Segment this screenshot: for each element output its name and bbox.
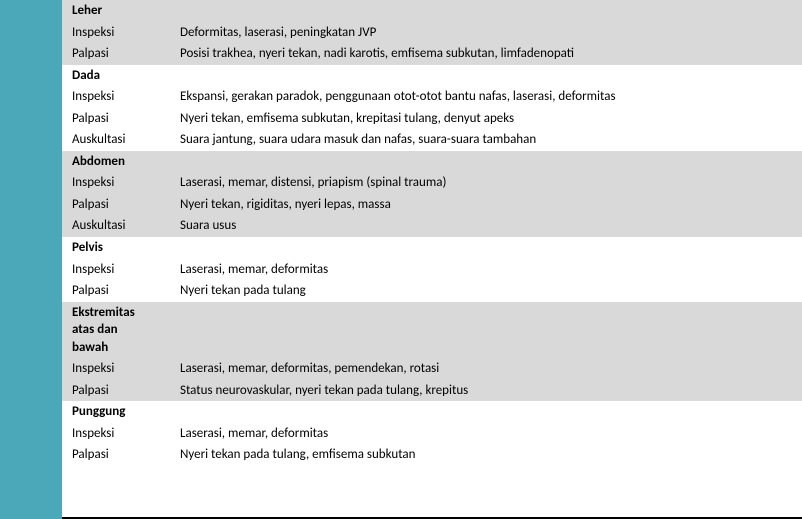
section-title: Punggung: [62, 401, 180, 423]
page: Leher Inspeksi Deformitas, laserasi, pen…: [0, 0, 802, 519]
table-row: Auskultasi Suara jantung, suara udara ma…: [62, 129, 802, 151]
method-label: Inspeksi: [62, 259, 180, 281]
section-title: Ekstremitas atas dan bawah: [62, 302, 180, 359]
table-row: Inspeksi Ekspansi, gerakan paradok, peng…: [62, 86, 802, 108]
table-row: Palpasi Nyeri tekan, rigiditas, nyeri le…: [62, 194, 802, 216]
sidebar-teal-bar: [0, 0, 62, 519]
table-row: Inspeksi Deformitas, laserasi, peningkat…: [62, 22, 802, 44]
section-title: Pelvis: [62, 237, 180, 259]
table-row: Auskultasi Suara usus: [62, 215, 802, 237]
method-findings: Laserasi, memar, deformitas, pemendekan,…: [180, 358, 796, 380]
table-row: Palpasi Nyeri tekan pada tulang, emfisem…: [62, 444, 802, 466]
method-label: Inspeksi: [62, 22, 180, 44]
section-header-leher: Leher: [62, 0, 802, 22]
method-findings: Laserasi, memar, deformitas: [180, 259, 796, 281]
method-label: Auskultasi: [62, 215, 180, 237]
method-findings: Nyeri tekan, emfisema subkutan, krepitas…: [180, 108, 796, 130]
method-label: Palpasi: [62, 280, 180, 302]
method-findings: Deformitas, laserasi, peningkatan JVP: [180, 22, 796, 44]
method-label: Inspeksi: [62, 358, 180, 380]
method-label: Inspeksi: [62, 423, 180, 445]
method-findings: Laserasi, memar, deformitas: [180, 423, 796, 445]
method-label: Palpasi: [62, 380, 180, 402]
method-findings: Status neurovaskular, nyeri tekan pada t…: [180, 380, 796, 402]
method-findings: Nyeri tekan, rigiditas, nyeri lepas, mas…: [180, 194, 796, 216]
method-label: Palpasi: [62, 43, 180, 65]
method-label: Inspeksi: [62, 172, 180, 194]
method-findings: Suara jantung, suara udara masuk dan naf…: [180, 129, 796, 151]
section-title: Abdomen: [62, 151, 180, 173]
table-row: Palpasi Nyeri tekan, emfisema subkutan, …: [62, 108, 802, 130]
method-findings: Ekspansi, gerakan paradok, penggunaan ot…: [180, 86, 796, 108]
section-title: Leher: [62, 0, 180, 22]
method-label: Palpasi: [62, 108, 180, 130]
method-findings: Laserasi, memar, distensi, priapism (spi…: [180, 172, 796, 194]
section-header-punggung: Punggung: [62, 401, 802, 423]
method-label: Palpasi: [62, 194, 180, 216]
exam-table: Leher Inspeksi Deformitas, laserasi, pen…: [62, 0, 802, 466]
table-row: Palpasi Posisi trakhea, nyeri tekan, nad…: [62, 43, 802, 65]
method-findings: Posisi trakhea, nyeri tekan, nadi karoti…: [180, 43, 796, 65]
section-header-abdomen: Abdomen: [62, 151, 802, 173]
table-row: Palpasi Nyeri tekan pada tulang: [62, 280, 802, 302]
method-label: Auskultasi: [62, 129, 180, 151]
table-row: Palpasi Status neurovaskular, nyeri teka…: [62, 380, 802, 402]
method-findings: Nyeri tekan pada tulang, emfisema subkut…: [180, 444, 796, 466]
section-header-pelvis: Pelvis: [62, 237, 802, 259]
method-findings: Nyeri tekan pada tulang: [180, 280, 796, 302]
method-findings: Suara usus: [180, 215, 796, 237]
method-label: Palpasi: [62, 444, 180, 466]
table-row: Inspeksi Laserasi, memar, deformitas: [62, 259, 802, 281]
table-row: Inspeksi Laserasi, memar, distensi, pria…: [62, 172, 802, 194]
section-title: Dada: [62, 65, 180, 87]
section-header-dada: Dada: [62, 65, 802, 87]
table-row: Inspeksi Laserasi, memar, deformitas, pe…: [62, 358, 802, 380]
section-header-ekstremitas: Ekstremitas atas dan bawah: [62, 302, 802, 359]
table-row: Inspeksi Laserasi, memar, deformitas: [62, 423, 802, 445]
method-label: Inspeksi: [62, 86, 180, 108]
